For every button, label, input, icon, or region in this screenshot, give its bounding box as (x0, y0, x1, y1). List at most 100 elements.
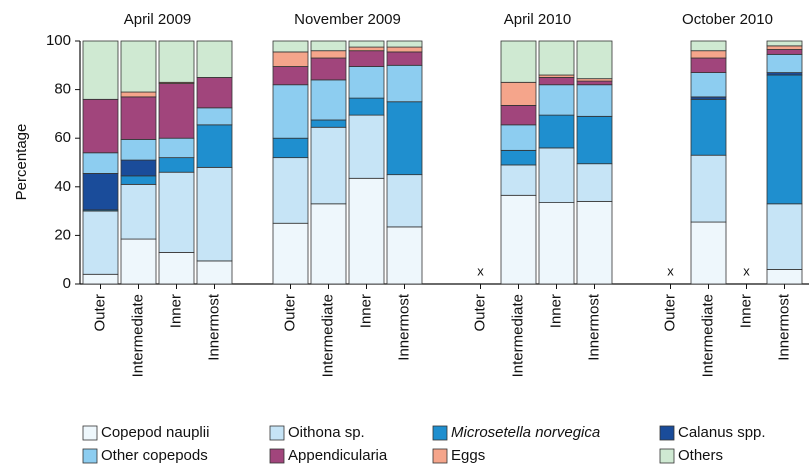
bar-segment (158, 137, 195, 159)
legend-label: Microsetella norvegica (451, 424, 600, 441)
bar-segment (310, 126, 347, 205)
y-tick-label: 0 (63, 275, 71, 292)
bar-segment (500, 149, 537, 166)
bar-segment (500, 164, 537, 196)
bar-segment (120, 183, 157, 240)
bar-segment (348, 46, 385, 52)
bar-segment (196, 260, 233, 285)
bar-segment (386, 51, 423, 66)
missing-marker: x (667, 263, 674, 278)
bar-segment (272, 222, 309, 285)
bar-segment (120, 238, 157, 285)
legend-swatch (82, 425, 98, 441)
legend-swatch (659, 448, 675, 464)
bar-segment (158, 171, 195, 253)
legend-label: Oithona sp. (288, 424, 365, 441)
bar-segment (576, 163, 613, 202)
bar-segment (576, 80, 613, 86)
bar-segment (82, 273, 119, 285)
legend-swatch (432, 425, 448, 441)
bar-segment (120, 96, 157, 140)
bar-segment (348, 114, 385, 179)
x-tick-label: Outer (281, 294, 298, 332)
legend-label: Eggs (451, 447, 485, 464)
bar-segment (120, 91, 157, 98)
bar-segment (766, 203, 803, 270)
bar-segment (272, 157, 309, 224)
bar-segment (538, 40, 575, 76)
missing-marker: x (743, 263, 750, 278)
x-tick-label: Innermost (395, 293, 412, 361)
bar-segment (158, 40, 195, 83)
missing-marker: x (477, 263, 484, 278)
group-title: November 2009 (294, 11, 401, 28)
legend-swatch (269, 448, 285, 464)
bar-segment (690, 50, 727, 59)
bar-segment (310, 203, 347, 285)
legend-label: Appendicularia (288, 447, 388, 464)
bar-segment (500, 40, 537, 83)
y-tick-label: 40 (54, 178, 71, 195)
bar-segment (500, 104, 537, 126)
x-tick-label: Intermediate (319, 294, 336, 377)
bar-segment (348, 66, 385, 99)
bar-segment (386, 226, 423, 285)
bar-segment (538, 77, 575, 86)
bar-segment (690, 57, 727, 73)
legend-swatch (432, 448, 448, 464)
legend-swatch (82, 448, 98, 464)
legend-label: Other copepods (101, 447, 208, 464)
x-tick-label: Innermost (205, 293, 222, 361)
bar-segment (386, 40, 423, 48)
bar-segment (120, 159, 157, 177)
bar-segment (538, 114, 575, 149)
bar-segment (310, 40, 347, 52)
legend-label: Calanus spp. (678, 424, 766, 441)
bar-segment (196, 166, 233, 262)
bar-segment (500, 124, 537, 151)
bar-segment (766, 49, 803, 55)
bar-segment (310, 79, 347, 121)
legend-swatch (659, 425, 675, 441)
bar-segment (386, 64, 423, 103)
bar-segment (310, 119, 347, 128)
y-tick-label: 60 (54, 129, 71, 146)
bar-segment (272, 84, 309, 139)
x-tick-label: Outer (471, 294, 488, 332)
y-tick-label: 100 (46, 32, 71, 49)
bar-segment (690, 72, 727, 98)
x-tick-label: Inner (737, 294, 754, 328)
legend-label: Copepod nauplii (101, 424, 209, 441)
bar-segment (272, 51, 309, 67)
group-title: April 2009 (124, 11, 192, 28)
legend-swatch (269, 425, 285, 441)
bar-segment (348, 40, 385, 48)
group-title: October 2010 (682, 11, 773, 28)
bar-segment (158, 83, 195, 139)
bar-segment (538, 147, 575, 203)
bar-segment (538, 84, 575, 116)
bar-segment (196, 77, 233, 109)
bar-segment (766, 74, 803, 205)
x-tick-label: Innermost (775, 293, 792, 361)
bar-segment (310, 57, 347, 81)
bar-segment (272, 66, 309, 86)
bar-segment (386, 174, 423, 228)
y-tick-label: 80 (54, 81, 71, 98)
bar-segment (538, 202, 575, 285)
bar-segment (766, 53, 803, 73)
bar-segment (348, 97, 385, 116)
x-tick-label: Outer (91, 294, 108, 332)
x-tick-label: Intermediate (509, 294, 526, 377)
bar-segment (272, 137, 309, 159)
x-tick-label: Innermost (585, 293, 602, 361)
bar-segment (196, 107, 233, 126)
bar-segment (576, 115, 613, 165)
bar-segment (500, 194, 537, 285)
x-tick-label: Outer (661, 294, 678, 332)
bar-segment (196, 40, 233, 78)
bar-segment (82, 173, 119, 211)
bar-segment (386, 101, 423, 176)
